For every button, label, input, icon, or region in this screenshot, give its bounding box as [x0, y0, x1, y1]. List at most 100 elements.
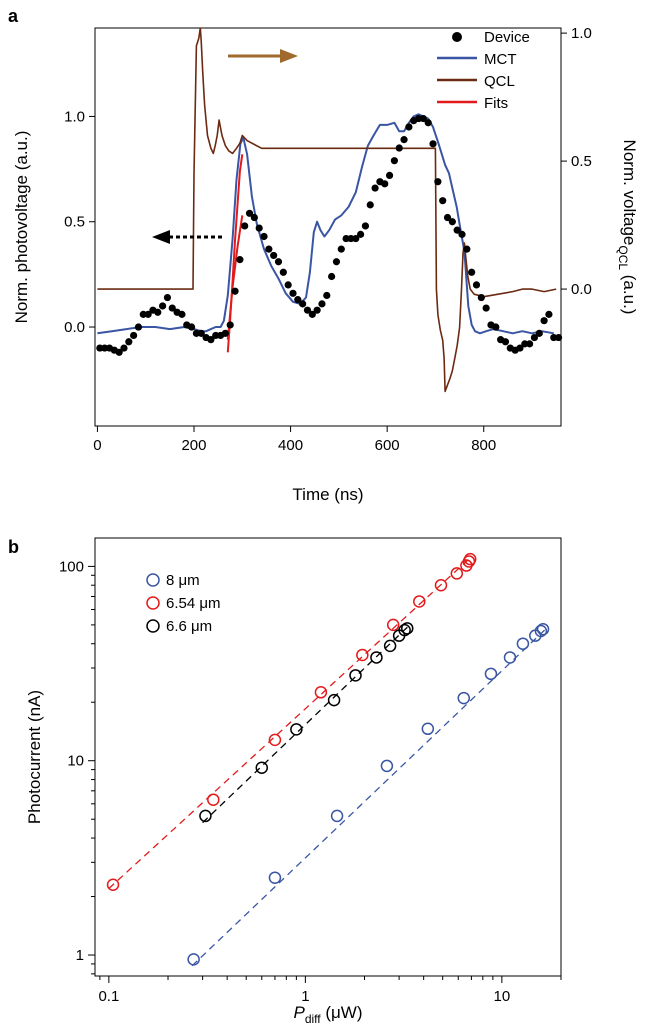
series-6-54-m-point [450, 567, 464, 580]
x-tick-label: 600 [375, 437, 400, 454]
series-6-6-m-fit-line [202, 624, 411, 824]
series-8-m-point [187, 953, 200, 966]
device-point [168, 304, 176, 312]
series-6-54-m-point [106, 878, 120, 891]
device-point [381, 180, 389, 188]
series-6-54-m-point [386, 618, 400, 632]
series-6-6-m-point [255, 761, 269, 775]
y-tick-label: 1.0 [64, 108, 85, 125]
device-point [545, 310, 553, 318]
device-point [472, 281, 481, 289]
device-point [274, 258, 283, 266]
panel-a-y-label: Norm. photovoltage (a.u.) [12, 131, 31, 324]
device-point [361, 222, 370, 230]
x-label-tail: (μW) [321, 1003, 363, 1022]
panel-a: a 0 200 400 600 800 0.0 0.5 1.0 0.0 0.5 1.0 Time… [8, 6, 639, 504]
device-point [463, 245, 471, 253]
series-8-m-point [457, 691, 471, 705]
device-point [530, 333, 539, 342]
panel-a-y2-ticks: 0.0 0.5 1.0 [561, 25, 592, 298]
device-point [501, 338, 510, 346]
series-8-m-point [484, 667, 498, 681]
y-tick-label: 10 [67, 753, 84, 770]
series-6-54-m-point [268, 733, 282, 747]
device-point [554, 333, 563, 342]
panel-a-legend: Device MCT QCL Fits [437, 29, 530, 112]
device-point [284, 281, 292, 289]
panel-a-x-label: Time (ns) [292, 485, 363, 504]
x-tick-label: 1 [301, 988, 309, 1005]
series-6-54-m-point [207, 793, 220, 806]
device-point [516, 344, 524, 352]
series-6-6-m-point [398, 623, 411, 637]
device-point [482, 304, 490, 312]
device-point [159, 302, 167, 310]
device-point [400, 136, 408, 144]
legend-mct-label: MCT [484, 51, 517, 68]
x-tick-label: 0 [93, 437, 101, 454]
y2-tick-label: 1.0 [571, 25, 592, 42]
x-tick-label: 0.1 [98, 988, 119, 1005]
qcl-axis-arrow-head [280, 49, 298, 63]
device-point [130, 331, 138, 340]
device-point [187, 323, 196, 331]
series-6-6-m-point [199, 809, 212, 823]
device-point [385, 171, 394, 180]
panel-a-label: a [8, 6, 19, 26]
panel-b-y-ticks: 1 10 100 [59, 558, 95, 975]
panel-b-legend: 8 μm 6.54 μm 6.6 μm [146, 572, 221, 635]
device-point [260, 232, 268, 241]
device-point [526, 340, 534, 348]
y2-label-sub: QCL [616, 245, 630, 270]
series-6-54-m-point [434, 578, 448, 592]
device-point [163, 293, 172, 302]
device-point [395, 144, 403, 152]
legend-qcl-label: QCL [484, 73, 515, 90]
panel-b-y-label: Photocurrent (nA) [25, 690, 44, 824]
device-point [245, 209, 254, 217]
legend-8-m-label: 8 μm [166, 572, 200, 589]
device-point [308, 310, 316, 318]
x-tick-label: 400 [278, 437, 303, 454]
panel-b-x-label: Pdiff (μW) [293, 1003, 362, 1026]
device-point [540, 317, 548, 325]
device-point [313, 306, 321, 314]
device-point [328, 272, 336, 281]
legend-device-marker [452, 32, 462, 42]
device-point [337, 245, 345, 253]
device-point [303, 306, 312, 314]
x-label-main: P [293, 1003, 305, 1022]
photovoltage-axis-arrow-head [152, 230, 170, 244]
device-point [458, 230, 466, 238]
series-6-54-m-point [314, 686, 328, 699]
device-point [270, 251, 278, 260]
panel-a-frame [94, 27, 562, 427]
series-8-m-fit-line [191, 629, 546, 967]
legend-6-54-m-marker [146, 596, 160, 610]
device-point [352, 234, 360, 243]
y-tick-label: 100 [59, 558, 84, 575]
device-point [207, 336, 215, 344]
device-point [255, 224, 263, 232]
device-point [241, 222, 249, 230]
device-point [439, 197, 447, 205]
series-6-6-m-point [383, 639, 397, 653]
device-point [279, 268, 287, 276]
device-point [477, 293, 485, 302]
series-8-m-point [380, 759, 394, 773]
legend-6-6-m-marker [146, 619, 160, 633]
device-point [453, 226, 461, 234]
series-6-54-m-point [356, 648, 369, 662]
device-point [294, 296, 302, 304]
legend-6-54-m-label: 6.54 μm [166, 595, 221, 612]
series-6-6-m-point [290, 723, 303, 736]
panel-b-label: b [8, 537, 19, 557]
series-8-m-point [534, 624, 548, 638]
device-point [289, 289, 297, 297]
panel-a-y-ticks: 0.0 0.5 1.0 [64, 108, 95, 336]
device-point [448, 218, 456, 226]
device-point [390, 157, 398, 165]
device-point [299, 300, 307, 308]
series-8-m-point [421, 722, 435, 736]
device-point [231, 287, 239, 295]
